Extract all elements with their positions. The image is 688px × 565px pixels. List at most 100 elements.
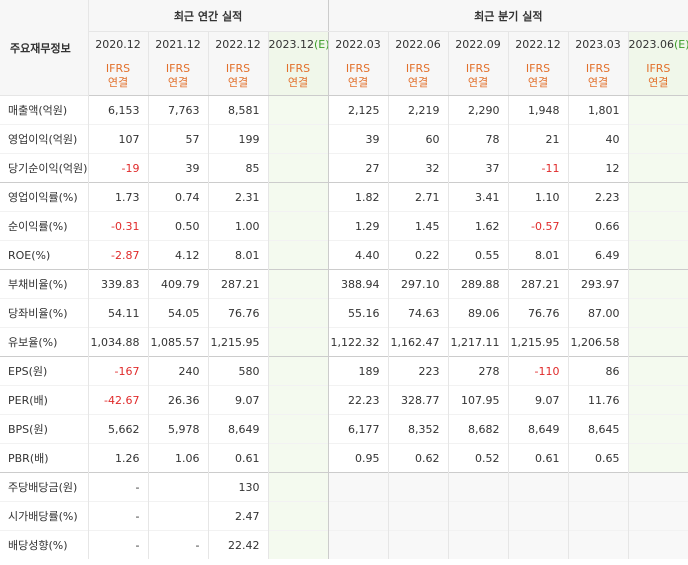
value-cell: 8,649 [507,414,569,444]
value-cell: 0.62 [387,443,449,473]
value-cell: 189 [327,356,389,386]
row-label: PER(배) [0,385,88,415]
data-row: EPS(원) -167 240 580 189 223 278 -110 86 [0,356,688,386]
standard-bottom: 연결 [467,76,489,89]
quarterly-title: 최근 분기 실적 [327,0,688,32]
value-cell [447,472,509,502]
value-cell [267,240,329,270]
value-cell [387,530,449,559]
period-label: 2021.12 [155,38,201,51]
value-cell: 1,215.95 [507,327,569,357]
row-label: 매출액(억원) [0,95,88,125]
value-cell: 1,215.95 [207,327,268,357]
value-cell: 0.95 [327,443,389,473]
row-label: 시가배당률(%) [0,501,88,531]
standard-top: IFRS [405,62,431,75]
value-cell: 5,662 [87,414,148,444]
value-cell: 287.21 [207,269,268,299]
value-cell: 60 [387,124,449,154]
value-cell: 339.83 [87,269,148,299]
value-cell: 388.94 [327,269,389,299]
value-cell [267,269,329,299]
value-cell [267,327,329,357]
value-cell [627,269,688,299]
value-cell: 580 [207,356,268,386]
standard-bottom: 연결 [167,76,189,89]
period-header: 2023.12(E) [267,31,329,57]
row-label: 유보율(%) [0,327,88,357]
value-cell: 57 [147,124,208,154]
value-cell: -0.57 [507,211,569,241]
value-cell [627,95,688,125]
standard-top: IFRS [105,62,131,75]
value-cell: 1.29 [327,211,389,241]
value-cell: 8,649 [207,414,268,444]
value-cell: - [87,472,148,502]
value-cell: 89.06 [447,298,509,328]
row-label: PBR(배) [0,443,88,473]
data-row: 유보율(%) 1,034.88 1,085.57 1,215.95 1,122.32 1,… [0,327,688,357]
standard-bottom: 연결 [648,76,669,89]
data-row: BPS(원) 5,662 5,978 8,649 6,177 8,352 8,682 8,64… [0,414,688,444]
period-header: 2022.06 [387,31,449,57]
period-header: 2022.12 [207,31,268,57]
value-cell [267,472,329,502]
period-header: 2021.12 [147,31,208,57]
value-cell [327,472,389,502]
period-label: 2022.06 [395,38,441,51]
value-cell: 0.61 [507,443,569,473]
value-cell [627,530,688,559]
row-label: 주당배당금(원) [0,472,88,502]
value-cell: 12 [567,153,629,183]
value-cell: 5,978 [147,414,208,444]
data-row: 배당성향(%) - -22.42 [0,530,688,559]
value-cell [627,356,688,386]
value-cell [627,211,688,241]
standard-header: IFRS 연결 [387,57,449,96]
value-cell [267,95,329,125]
standard-top: IFRS [165,62,191,75]
value-cell: 27 [327,153,389,183]
value-cell: -2.87 [87,240,148,270]
value-cell: 0.66 [567,211,629,241]
data-row: PBR(배) 1.26 1.06 0.61 0.95 0.62 0.52 0.61 0.65 [0,443,688,473]
row-label: 부채비율(%) [0,269,88,299]
period-header: 2020.12 [87,31,148,57]
header-row: 주요재무정보 최근 연간 실적 최근 분기 실적 [0,0,688,96]
value-cell [267,530,329,559]
standard-header: IFRS 연결 [627,57,688,96]
standard-header: IFRS 연결 [147,57,208,96]
row-label: 당좌비율(%) [0,298,88,328]
value-cell: 26.36 [147,385,208,415]
value-cell: 240 [147,356,208,386]
value-cell [147,472,208,502]
value-cell [447,501,509,531]
value-cell [267,501,329,531]
standard-top: IFRS [345,62,371,75]
standard-bottom: 연결 [107,76,129,89]
period-label: 2022.12 [215,38,261,51]
annual-title: 최근 연간 실적 [87,0,329,32]
value-cell: 223 [387,356,449,386]
value-cell [627,501,688,531]
standard-top: IFRS [525,62,551,75]
value-cell [147,501,208,531]
standard-bottom: 연결 [407,76,429,89]
value-cell: 1,206.58 [567,327,629,357]
value-cell: 6,153 [87,95,148,125]
value-cell [627,472,688,502]
value-cell [387,472,449,502]
value-cell: 1,948 [507,95,569,125]
value-cell: - [147,530,208,559]
value-cell: 74.63 [387,298,449,328]
row-label: BPS(원) [0,414,88,444]
standard-header: IFRS 연결 [447,57,509,96]
value-cell [267,356,329,386]
value-cell: 21 [507,124,569,154]
value-cell: 2.23 [567,182,629,212]
value-cell [627,124,688,154]
value-cell: 8.01 [207,240,268,270]
standard-bottom: 연결 [287,76,309,89]
value-cell: 1.45 [387,211,449,241]
